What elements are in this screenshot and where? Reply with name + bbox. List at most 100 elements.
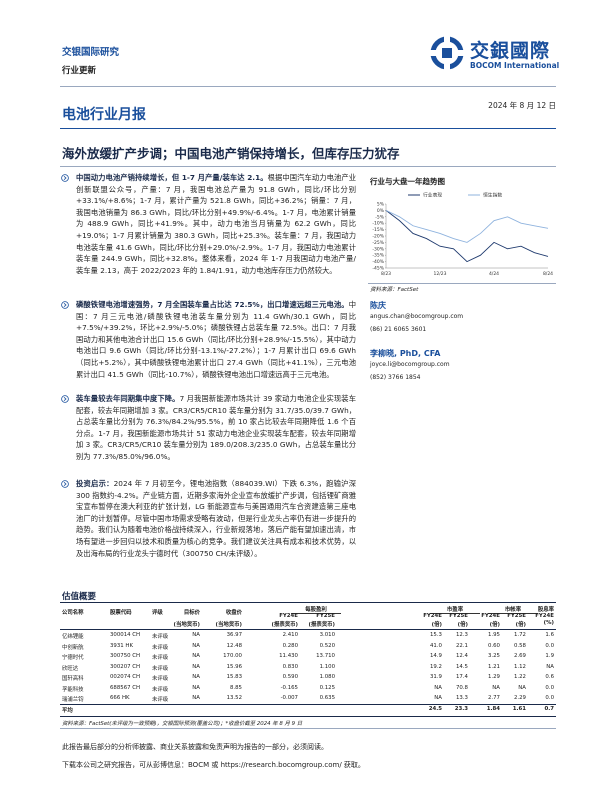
column-unit: (倍) <box>457 622 468 628</box>
group-header: 股息率 <box>538 605 554 613</box>
table-cell: 300207 CH <box>110 663 141 670</box>
y-tick-label: -35% <box>372 253 384 259</box>
table-cell: 2.69 <box>513 653 526 659</box>
table-cell: 0.60 <box>487 642 500 649</box>
table-cell: 41.0 <box>429 642 442 649</box>
column-unit: (倍) <box>431 622 442 628</box>
brand: 交银国际研究 <box>62 47 120 58</box>
table-cell: NA <box>518 684 526 691</box>
column-header: 收盘价 <box>225 610 242 616</box>
logo-icon <box>430 36 464 70</box>
column-unit: (当地货币) <box>215 622 243 628</box>
table-cell: 1.21 <box>487 663 500 670</box>
report-title: 海外放缓扩产步调；中国电池产销保持增长，但库存压力犹存 <box>62 146 400 161</box>
table-cell: 1.61 <box>512 705 526 712</box>
table-cell: 0.7 <box>544 705 554 712</box>
table-cell: 1.080 <box>319 674 335 680</box>
table-cell: 0.830 <box>282 663 298 670</box>
table-cell: 15.83 <box>226 674 242 680</box>
table-cell: 17.4 <box>455 674 468 680</box>
table-cell: 22.1 <box>455 642 468 649</box>
table-cell: 24.5 <box>428 705 442 712</box>
legend-label: 恒生指数 <box>483 192 502 199</box>
table-cell: 中创新航 <box>62 644 84 651</box>
table-cell: 0.0 <box>545 642 554 649</box>
paragraph-text: 7 月我国新能源市场共计 39 家动力电池企业实现装车配套，较去年同期增加 3 … <box>76 394 357 461</box>
table-cell: 1.6 <box>545 632 554 638</box>
y-tick-label: -45% <box>372 266 384 272</box>
paragraph-text: 2024 年 7 月初至今，锂电池指数（884039.WI）下跌 6.3%，跑输… <box>76 479 356 558</box>
bullet-icon <box>61 301 69 309</box>
disclaimer: 此报告最后部分的分析师披露、商业关系披露和免责声明为报告的一部分，必须阅读。 <box>62 743 328 751</box>
group-header: 每股盈利 <box>291 605 341 614</box>
column-unit: (报表货币) <box>271 622 299 628</box>
bullet-icon <box>61 480 69 488</box>
table-cell: 300750 CH <box>110 653 141 659</box>
y-tick-label: -40% <box>372 259 384 265</box>
download-info: 下载本公司之研究报告，可从彭博信息：BOCM 或 https://researc… <box>62 761 365 769</box>
logo-cn: 交銀國際 <box>470 40 551 62</box>
table-cell: NA <box>192 674 200 680</box>
table-cell: 宁德时代 <box>62 655 84 661</box>
table-cell: 2.77 <box>487 695 500 701</box>
table-cell: 亿纬锂能 <box>62 634 84 640</box>
column-header: FY25E <box>316 613 335 619</box>
doc-type: 行业更新 <box>62 66 97 76</box>
paragraph-lead: 投资启示： <box>76 479 114 488</box>
table-cell: 3.010 <box>319 632 335 638</box>
table-cell: NA <box>192 695 200 701</box>
table-cell: 0.635 <box>319 695 335 701</box>
table-cell: 12.3 <box>455 632 468 638</box>
table-cell: 19.2 <box>429 663 442 670</box>
table-cell: 0.0 <box>545 695 554 701</box>
y-tick-label: 0% <box>377 208 385 214</box>
table-cell: 170.00 <box>223 653 242 659</box>
chart-title: 行业与大盘一年趋势图 <box>370 177 445 186</box>
x-tick-label: 12/23 <box>434 271 447 277</box>
table-cell: 0.0 <box>545 684 554 691</box>
table-cell: 14.9 <box>429 653 442 659</box>
table-cell: 未评级 <box>152 686 169 693</box>
y-tick-label: -5% <box>375 214 384 220</box>
table-cell: 2.29 <box>513 695 526 701</box>
table-cell: 1.100 <box>319 663 335 670</box>
table-cell: -0.165 <box>280 684 298 691</box>
table-cell: 002074 CH <box>110 674 141 680</box>
group-header: 市帐率 <box>488 605 538 614</box>
table-cell: 孚能科技 <box>62 686 84 693</box>
y-tick-label: -10% <box>372 221 384 227</box>
table-cell: 1.22 <box>513 674 526 680</box>
table-cell: 0.590 <box>282 674 298 680</box>
paragraph-lead: 装车量较去年同期集中度下降。 <box>76 394 180 403</box>
table-cell: 未评级 <box>152 644 169 651</box>
group-label: 市帐率 <box>504 607 522 613</box>
table-cell: NA <box>192 632 200 638</box>
analyst-name: 李柳晓, PhD, CFA <box>370 349 441 358</box>
table-cell: 36.97 <box>226 632 242 638</box>
paragraph-text: 根据中国汽车动力电池产业创新联盟公众号，产量：7 月，我国电池总产量为 91.8… <box>76 173 356 275</box>
column-header: 股票代码 <box>110 610 132 616</box>
table-cell: 8.85 <box>229 684 242 691</box>
y-tick-label: -30% <box>372 246 384 252</box>
x-tick-label: 4/24 <box>489 271 499 277</box>
divider <box>60 128 556 129</box>
legend-label: 行业表现 <box>423 192 442 199</box>
table-cell: 300014 CH <box>110 632 141 638</box>
table-cell: NA <box>546 663 554 670</box>
table-cell: 70.8 <box>455 684 468 691</box>
table-cell: 1.29 <box>487 674 500 680</box>
column-header: FY24E <box>481 613 500 619</box>
table-cell: 11.430 <box>279 653 298 659</box>
report-date: 2024 年 8 月 12 日 <box>488 101 556 110</box>
table-cell: 23.3 <box>454 705 468 712</box>
divider <box>60 86 556 87</box>
y-tick-label: -20% <box>372 234 384 240</box>
analyst-email: joyce.li@bocomgroup.com <box>370 361 450 368</box>
group-label: 股息率 <box>537 607 554 613</box>
rule <box>60 602 556 603</box>
series-line <box>385 209 549 243</box>
table-cell: 0.280 <box>282 642 298 649</box>
x-tick-label: 8/24 <box>543 271 553 277</box>
y-tick-label: -15% <box>372 227 384 233</box>
